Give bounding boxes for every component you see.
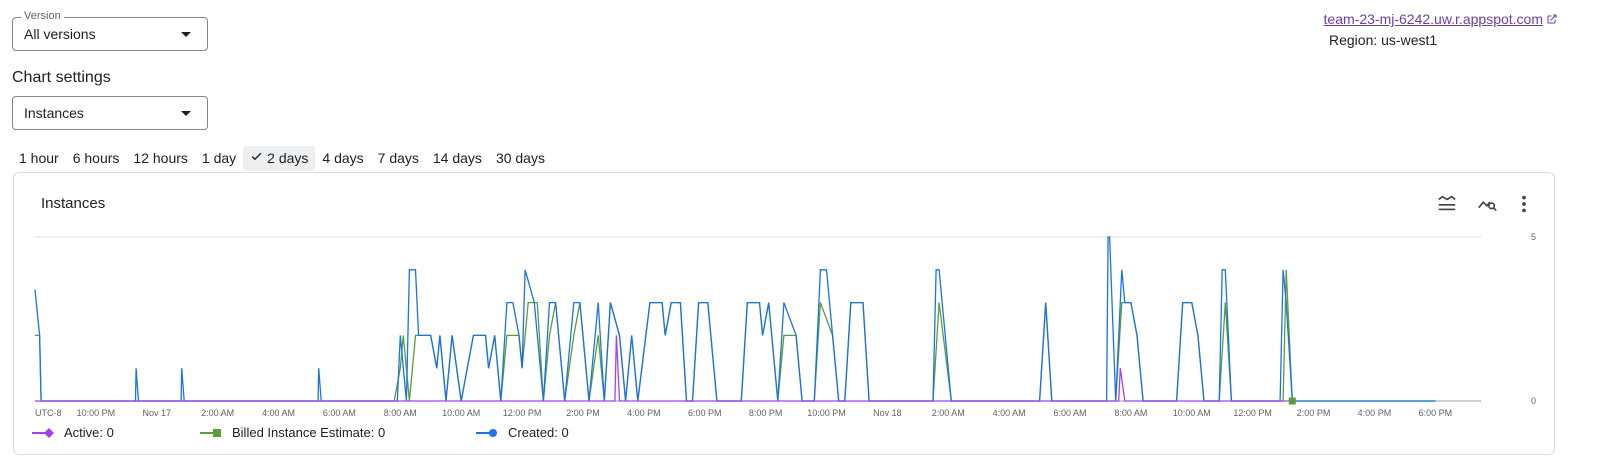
time-range-label: 7 days <box>377 150 419 166</box>
legend-marker-icon <box>476 428 497 437</box>
metric-select-value: Instances <box>24 105 84 121</box>
legend-label: Active: 0 <box>64 425 114 440</box>
x-tick-label: 4:00 PM <box>627 408 661 418</box>
x-tick-label: 6:00 PM <box>688 408 722 418</box>
time-range-label: 1 hour <box>19 150 59 166</box>
time-range-7-days[interactable]: 7 days <box>371 146 426 171</box>
check-icon <box>250 146 263 171</box>
time-range-label: 1 day <box>201 150 237 166</box>
series-line-created <box>34 236 1436 402</box>
version-select-value: All versions <box>24 26 96 42</box>
x-tick-label: 2:00 AM <box>932 408 965 418</box>
x-tick-label: 10:00 PM <box>807 408 846 418</box>
time-range-label: 30 days <box>495 150 545 166</box>
explore-chart-icon[interactable] <box>1476 193 1498 215</box>
x-tick-label: 4:00 PM <box>1358 408 1392 418</box>
y-tick-label: 0 <box>1531 396 1536 406</box>
legend-marker-icon <box>32 427 54 438</box>
region-text: Region: us-west1 <box>1329 32 1438 48</box>
chart-card: Instances 0 5 UTC-8 10:00 PM Nov 17 2:00 AM 4:… <box>13 172 1555 455</box>
time-range-label: 14 days <box>432 150 482 166</box>
x-tick-label: 6:00 AM <box>323 408 356 418</box>
x-tick-label: 4:00 AM <box>993 408 1026 418</box>
x-tick-label: 12:00 PM <box>503 408 542 418</box>
metric-select[interactable]: Instances <box>12 96 208 130</box>
app-url-text: team-23-mj-6242.uw.r.appspot.com <box>1323 11 1543 27</box>
time-range-label: 2 days <box>267 150 309 166</box>
more-vert-icon[interactable] <box>1513 193 1535 215</box>
time-range-label: 12 hours <box>133 150 188 166</box>
x-tick-label: 4:00 AM <box>262 408 295 418</box>
time-range-1-hour[interactable]: 1 hour <box>12 146 66 171</box>
x-tick-label: 12:00 PM <box>1233 408 1272 418</box>
x-tick-label: 8:00 PM <box>749 408 783 418</box>
x-tick-label: 10:00 AM <box>1173 408 1211 418</box>
x-tick-label: 6:00 PM <box>1419 408 1453 418</box>
instances-chart: 0 5 UTC-8 10:00 PM Nov 17 2:00 AM 4:00 AM 6:00 … <box>34 232 1536 418</box>
series-line-active <box>35 335 1290 402</box>
x-tick-label: 8:00 AM <box>384 408 417 418</box>
series-point-billed-latest <box>1288 397 1296 405</box>
x-tick-label: 10:00 PM <box>77 408 116 418</box>
time-range-14-days[interactable]: 14 days <box>426 146 489 171</box>
x-tick-label: 2:00 AM <box>201 408 234 418</box>
y-tick-label: 5 <box>1531 232 1536 242</box>
version-select-label: Version <box>21 10 64 22</box>
time-range-2-days[interactable]: 2 days <box>243 146 316 171</box>
x-tick-label: 10:00 AM <box>442 408 480 418</box>
dropdown-caret-icon <box>181 111 191 116</box>
x-tick-label: Nov 17 <box>143 408 172 418</box>
x-tick-label: 2:00 PM <box>1297 408 1331 418</box>
x-tick-label: UTC-8 <box>35 408 62 418</box>
time-range-4-days[interactable]: 4 days <box>315 146 370 171</box>
legend-icon[interactable] <box>1436 193 1458 215</box>
time-range-30-days[interactable]: 30 days <box>489 146 552 171</box>
legend-item-created[interactable]: Created: 0 <box>476 425 596 440</box>
time-range-label: 6 hours <box>72 150 120 166</box>
app-url-link[interactable]: team-23-mj-6242.uw.r.appspot.com <box>1323 11 1557 27</box>
time-range-6-hours[interactable]: 6 hours <box>66 146 127 171</box>
chart-title: Instances <box>41 195 106 212</box>
dropdown-caret-icon <box>181 32 191 37</box>
x-tick-label: Nov 18 <box>873 408 902 418</box>
external-link-icon <box>1546 12 1558 28</box>
time-range-selector: 1 hour 6 hours 12 hours 1 day 2 days 4 days 7 … <box>12 146 552 171</box>
series-line-billed-instance-estimate <box>35 269 1436 402</box>
x-tick-label: 8:00 AM <box>1114 408 1147 418</box>
legend-label: Billed Instance Estimate: 0 <box>232 425 386 440</box>
chart-legend: Active: 0 Billed Instance Estimate: 0 Crea… <box>32 425 596 440</box>
legend-item-billed-instance-estimate[interactable]: Billed Instance Estimate: 0 <box>200 425 476 440</box>
x-tick-label: 6:00 AM <box>1054 408 1087 418</box>
chart-settings-title: Chart settings <box>12 69 111 86</box>
legend-marker-icon <box>200 428 221 437</box>
version-select[interactable]: Version All versions <box>12 10 208 51</box>
legend-item-active[interactable]: Active: 0 <box>32 425 200 440</box>
x-tick-label: 2:00 PM <box>566 408 600 418</box>
legend-label: Created: 0 <box>508 425 569 440</box>
time-range-12-hours[interactable]: 12 hours <box>126 146 194 171</box>
time-range-label: 4 days <box>322 150 364 166</box>
time-range-1-day[interactable]: 1 day <box>195 146 243 171</box>
